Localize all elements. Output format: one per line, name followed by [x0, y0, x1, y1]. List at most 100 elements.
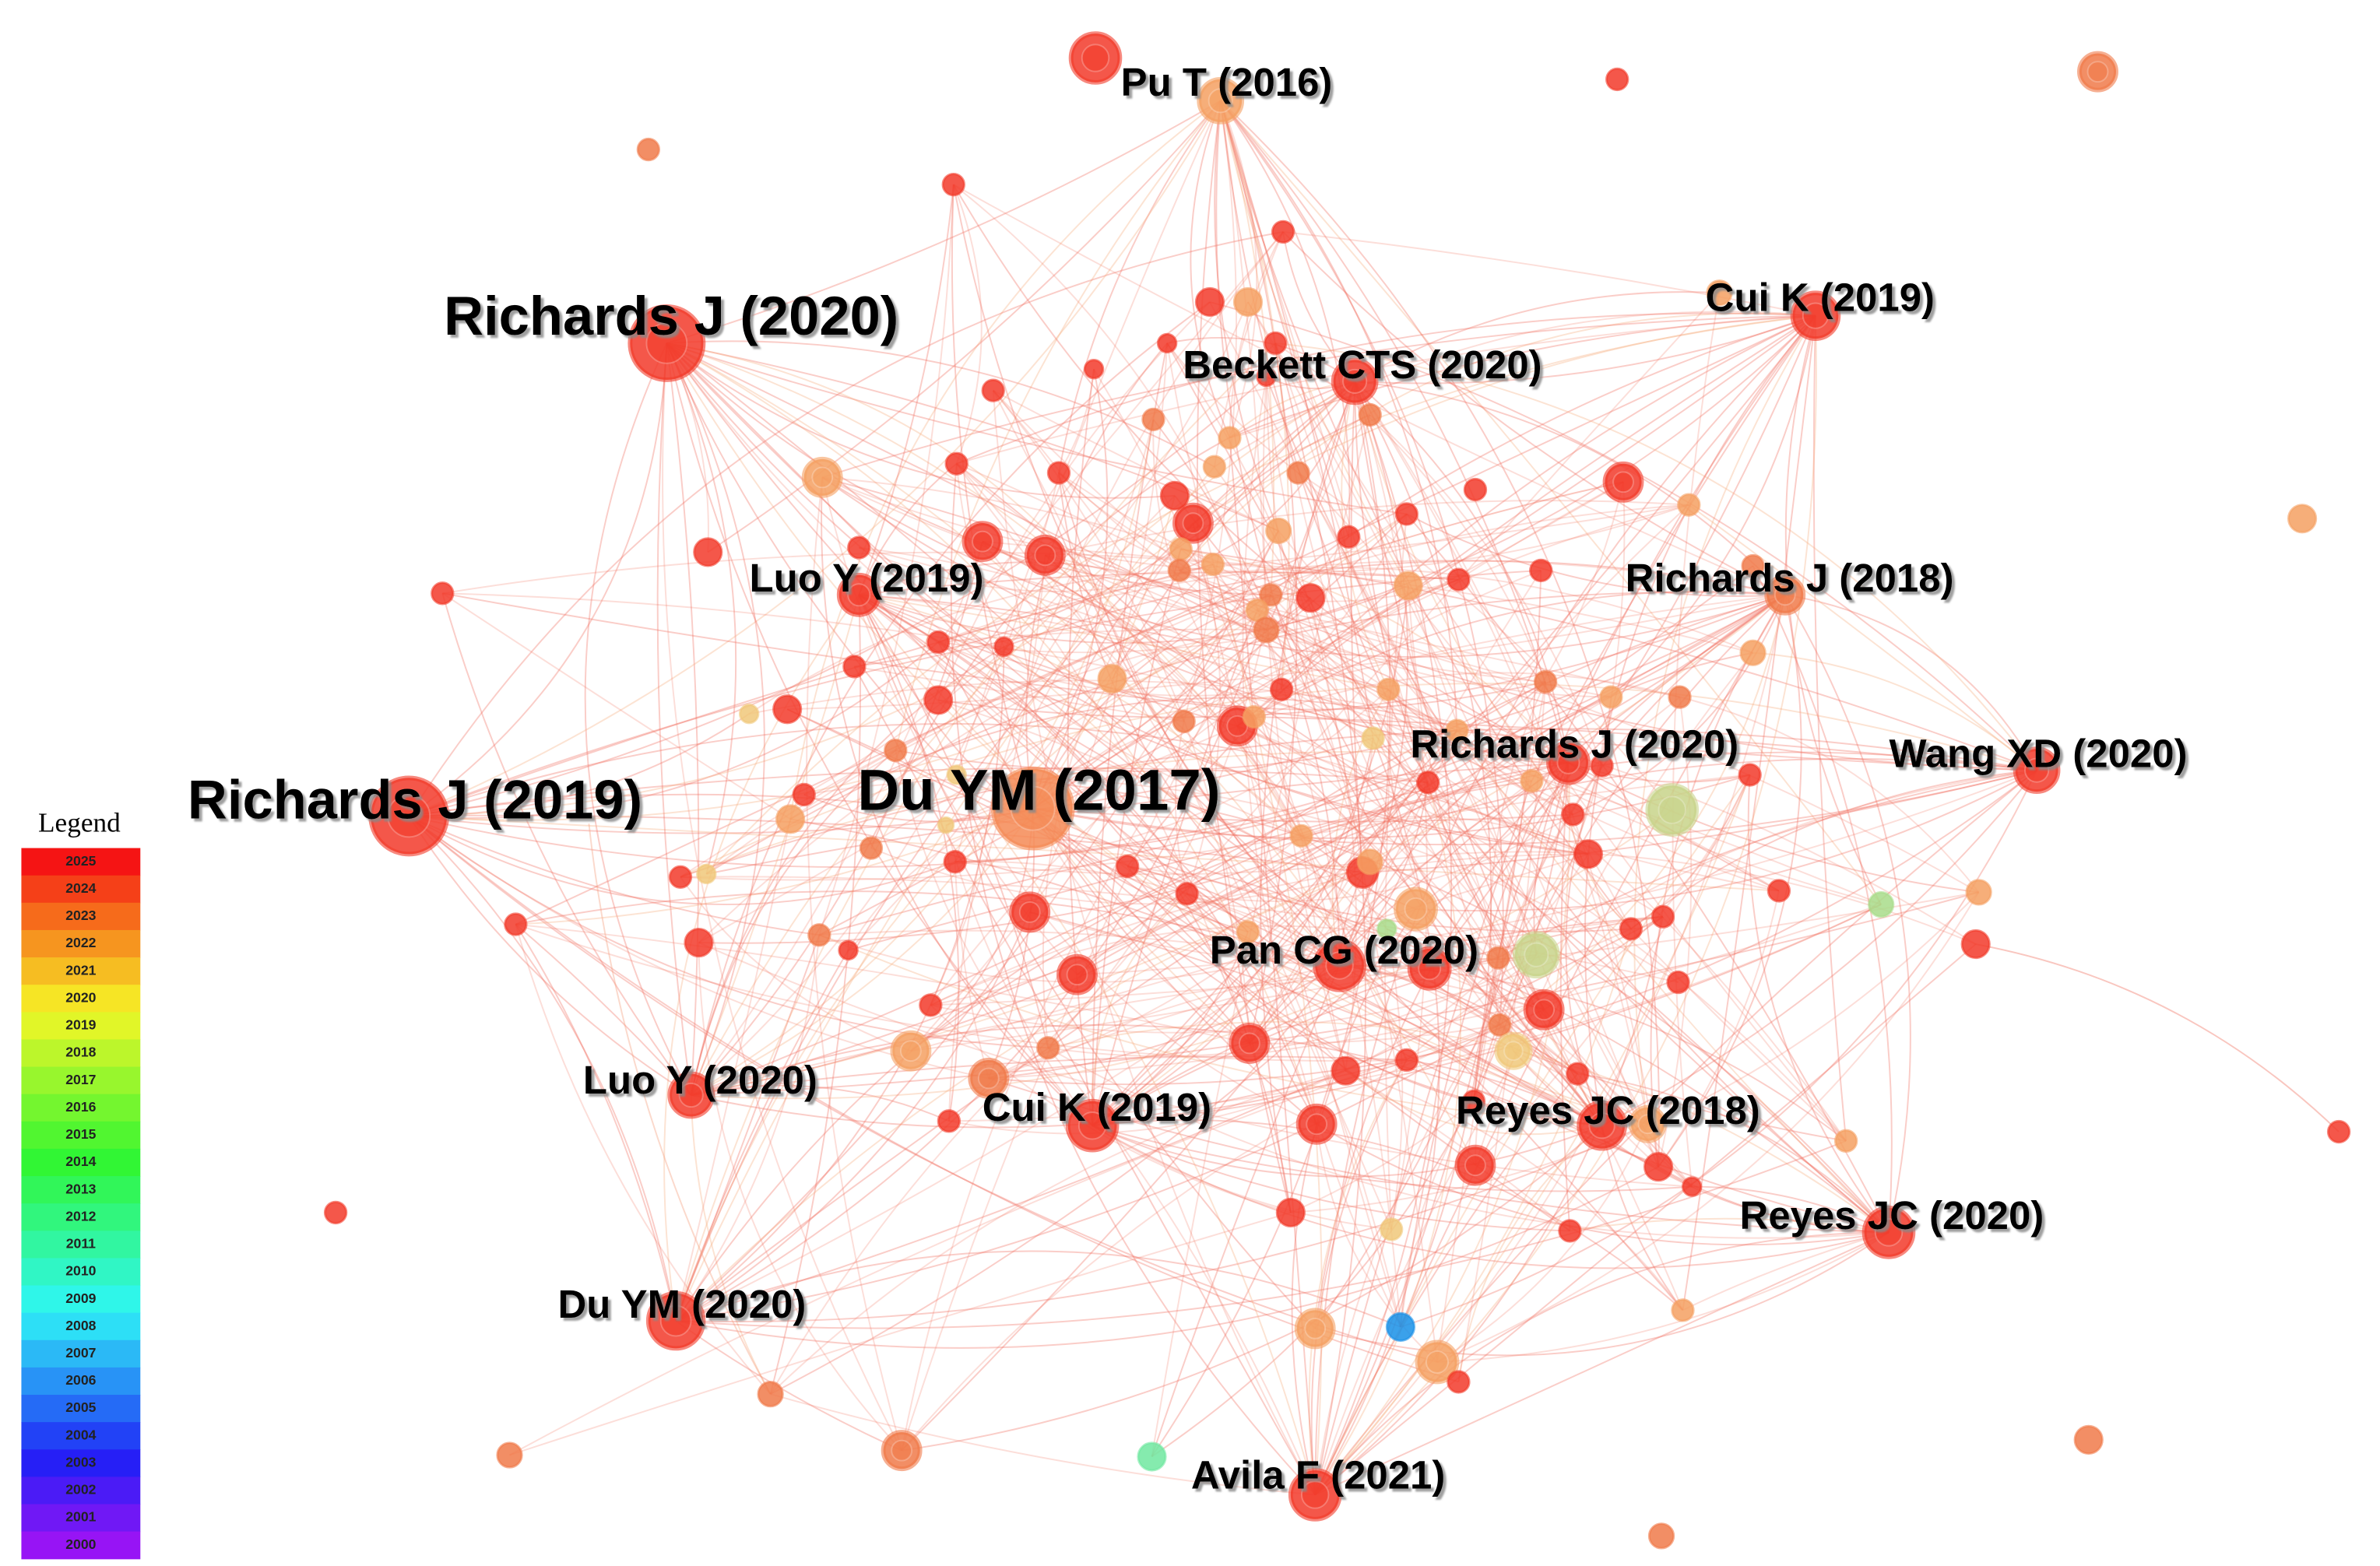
- edge: [408, 815, 820, 936]
- node: [1463, 477, 1488, 502]
- edge: [1092, 738, 1374, 1127]
- edge: [1209, 301, 2037, 771]
- edge: [1076, 594, 1786, 975]
- edge: [954, 495, 1176, 862]
- edge: [1211, 564, 1323, 1495]
- node-label: Du YM (2017): [857, 758, 1220, 823]
- edge: [1249, 738, 1374, 1045]
- legend-year: 2011: [66, 1236, 96, 1252]
- edges: [408, 100, 2340, 1496]
- node-label: Cui K (2019): [983, 1085, 1211, 1129]
- edge: [1399, 315, 1816, 1328]
- edge: [1219, 100, 1374, 739]
- node-core: [1556, 750, 1580, 774]
- edge: [515, 924, 772, 1395]
- edge: [1473, 762, 1570, 1101]
- node-core: [977, 1067, 1000, 1090]
- edge: [666, 342, 737, 875]
- edge: [1032, 578, 1459, 809]
- node-core: [972, 530, 993, 553]
- edge: [1229, 231, 1284, 438]
- edge: [1247, 301, 1847, 1142]
- edge: [707, 100, 1222, 553]
- edge: [1253, 716, 1780, 892]
- edge: [1314, 381, 1453, 1495]
- edge: [1179, 312, 1816, 571]
- node: [941, 172, 965, 197]
- edge: [848, 761, 1569, 951]
- node: [1156, 332, 1178, 354]
- node-label: Reyes JC (2018): [1456, 1088, 1760, 1132]
- edge: [408, 815, 956, 905]
- legend-title: Legend: [38, 807, 121, 837]
- edge: [409, 737, 1373, 834]
- edge: [698, 943, 902, 1452]
- node-core: [678, 1082, 704, 1108]
- edge: [951, 184, 1034, 809]
- edge: [1314, 762, 1570, 1329]
- edge: [666, 342, 1271, 596]
- edge: [409, 513, 1408, 821]
- legend-swatch: [21, 1285, 141, 1314]
- edge: [1044, 554, 1408, 1061]
- edge: [858, 594, 960, 1122]
- edge: [1350, 381, 1363, 873]
- edge: [680, 876, 912, 1052]
- node: [757, 1380, 784, 1408]
- edge: [1290, 1101, 1475, 1213]
- legend-swatch: [21, 1476, 141, 1505]
- legend-year: 2005: [65, 1399, 96, 1415]
- edge: [1166, 342, 1299, 474]
- edge: [1658, 890, 1780, 1167]
- edge: [1475, 774, 1751, 1166]
- edge: [1112, 530, 1279, 679]
- edge: [982, 540, 1890, 1234]
- edge: [584, 342, 692, 1096]
- edge: [859, 546, 1429, 784]
- node-label: Pu T (2016): [1121, 60, 1333, 104]
- edge: [1092, 1125, 1602, 1178]
- node-core: [847, 583, 871, 607]
- edge: [1281, 688, 1780, 892]
- edge: [1242, 376, 1401, 1328]
- edge: [1032, 807, 1573, 823]
- edge: [1456, 730, 1890, 1234]
- edge: [910, 751, 2037, 1052]
- node: [1169, 537, 1193, 561]
- edge: [675, 594, 1271, 1322]
- edge: [1092, 730, 1458, 1126]
- edge: [1253, 716, 2037, 771]
- legend-year: 2012: [65, 1208, 96, 1224]
- edge: [690, 541, 983, 1096]
- legend-year: 2008: [65, 1318, 96, 1333]
- edge: [748, 569, 1179, 715]
- node: [847, 535, 871, 560]
- node-core: [1306, 1113, 1328, 1136]
- node-core: [1425, 1350, 1449, 1374]
- edge: [1175, 721, 1188, 894]
- edge: [954, 564, 1214, 862]
- edge: [1282, 230, 1816, 317]
- edge: [955, 774, 1317, 1125]
- edge: [1355, 314, 1816, 384]
- edge: [691, 957, 1499, 1096]
- legend-swatch: [21, 875, 141, 904]
- edge: [663, 594, 860, 1322]
- edge: [1338, 651, 1753, 966]
- edge: [950, 463, 1316, 1496]
- edge: [1265, 377, 1371, 862]
- edge: [675, 915, 1664, 1322]
- edge: [1091, 893, 1188, 1126]
- edge: [770, 1393, 1316, 1496]
- edge: [676, 1123, 1648, 1322]
- edge: [408, 815, 677, 1322]
- node-core: [1612, 471, 1634, 493]
- edge: [1151, 965, 1341, 1457]
- node: [1083, 359, 1105, 380]
- edge: [1180, 548, 2037, 771]
- node: [1647, 1522, 1675, 1550]
- edge: [1513, 1050, 1890, 1234]
- edge: [1784, 315, 1883, 905]
- edge: [858, 594, 1049, 1048]
- edge: [1436, 1123, 1649, 1363]
